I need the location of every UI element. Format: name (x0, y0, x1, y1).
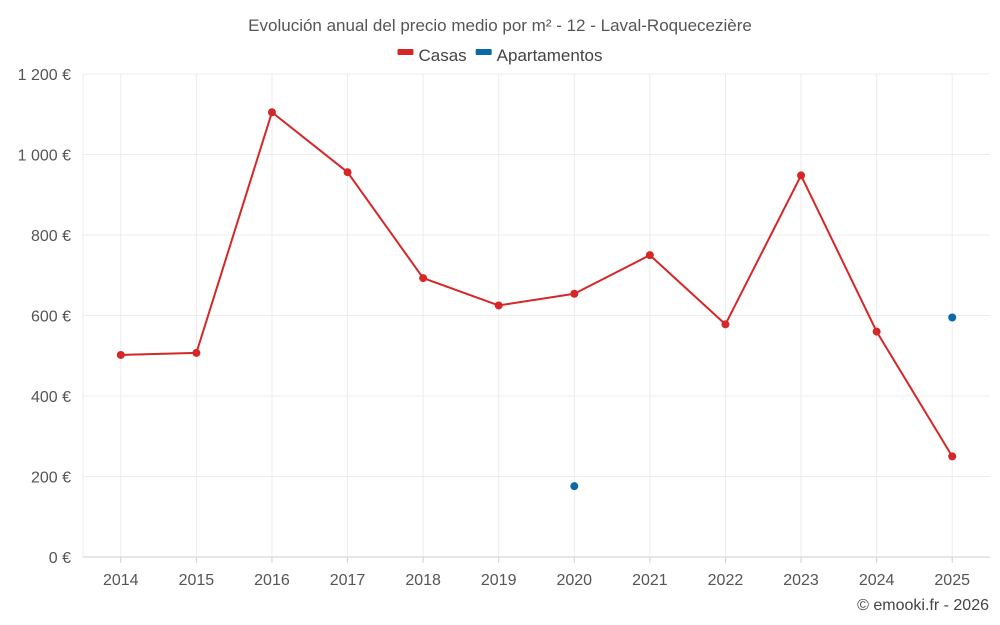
data-point-casas[interactable] (645, 251, 654, 260)
x-tick-label: 2020 (556, 572, 592, 589)
legend-swatch (475, 49, 492, 55)
x-tick-label: 2024 (859, 572, 895, 589)
series-casas (116, 108, 957, 461)
x-tick-label: 2014 (103, 572, 139, 589)
y-tick-label: 400 € (31, 389, 71, 406)
chart-title: Evolución anual del precio medio por m² … (248, 16, 752, 35)
data-point-apartamentos[interactable] (570, 482, 579, 491)
legend-item-casas[interactable]: Casas (397, 46, 467, 65)
data-point-casas[interactable] (267, 108, 276, 117)
credit-text: © emooki.fr - 2026 (857, 597, 989, 614)
legend-label: Apartamentos (497, 46, 603, 65)
y-tick-label: 800 € (31, 228, 71, 245)
data-point-casas[interactable] (343, 168, 352, 177)
x-tick-label: 2015 (179, 572, 215, 589)
grid (83, 73, 990, 558)
series-line-casas (120, 111, 954, 457)
y-tick-label: 600 € (31, 309, 71, 326)
legend-label: Casas (418, 46, 466, 65)
data-point-casas[interactable] (494, 301, 503, 310)
x-tick-label: 2016 (254, 572, 290, 589)
y-tick-label: 200 € (31, 470, 71, 487)
x-tick-label: 2025 (934, 572, 970, 589)
axes: 0 € 200 € 400 € 600 € 800 € 1 000 € 1 200 € 201… (18, 67, 970, 589)
legend-swatch (397, 49, 414, 55)
data-point-casas[interactable] (721, 320, 730, 329)
data-point-casas[interactable] (570, 289, 579, 298)
data-point-casas[interactable] (797, 171, 806, 180)
x-tick-label: 2023 (783, 572, 819, 589)
data-point-apartamentos[interactable] (948, 313, 957, 322)
data-point-casas[interactable] (192, 348, 201, 357)
data-point-casas[interactable] (116, 350, 125, 359)
y-tick-label: 0 € (49, 550, 71, 567)
x-tick-label: 2022 (708, 572, 744, 589)
x-tick-label: 2018 (405, 572, 441, 589)
data-point-casas[interactable] (948, 452, 957, 461)
y-tick-label: 1 200 € (18, 67, 71, 84)
series-apartamentos (570, 313, 957, 491)
x-tick-label: 2017 (330, 572, 366, 589)
x-tick-label: 2021 (632, 572, 668, 589)
x-tick-label: 2019 (481, 572, 517, 589)
series-layer (116, 108, 957, 491)
y-tick-label: 1 000 € (18, 148, 71, 165)
legend-item-apartamentos[interactable]: Apartamentos (475, 46, 603, 65)
data-point-casas[interactable] (872, 327, 881, 336)
data-point-casas[interactable] (419, 274, 428, 283)
legend: Casas Apartamentos (397, 46, 603, 65)
